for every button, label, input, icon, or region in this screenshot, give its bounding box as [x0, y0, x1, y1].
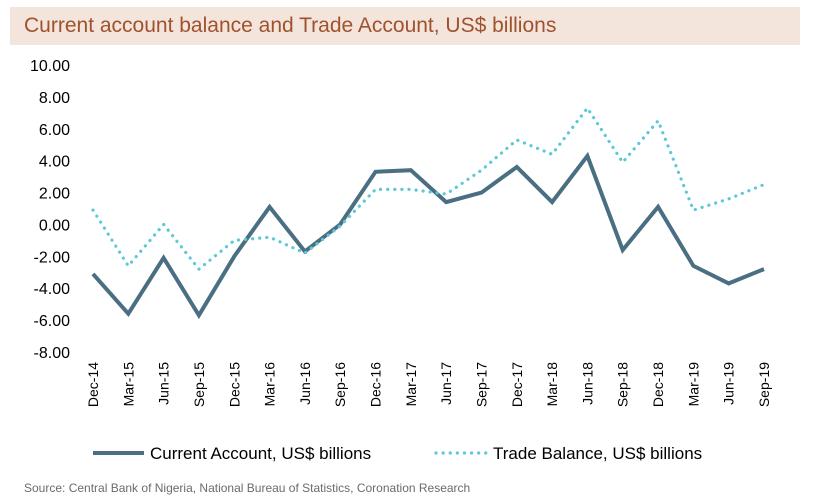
legend-label-trade-balance: Trade Balance, US$ billions — [493, 444, 702, 463]
x-tick-label: Jun-18 — [579, 362, 595, 405]
chart-title: Current account balance and Trade Accoun… — [24, 14, 557, 37]
y-tick-label: 8.00 — [39, 90, 70, 107]
x-tick-label: Dec-17 — [509, 362, 525, 407]
x-tick-label: Jun-16 — [297, 362, 313, 405]
x-tick-label: Mar-17 — [403, 362, 419, 407]
x-tick-label: Sep-18 — [615, 362, 631, 407]
x-tick-label: Sep-16 — [332, 362, 348, 407]
x-tick-label: Mar-15 — [120, 362, 136, 407]
y-tick-label: 10.00 — [30, 58, 70, 75]
y-tick-label: -8.00 — [34, 345, 71, 362]
series-line-current-account — [91, 151, 765, 320]
x-tick-label: Sep-17 — [473, 362, 489, 407]
y-tick-label: 0.00 — [39, 217, 70, 234]
y-tick-label: 6.00 — [39, 122, 70, 139]
y-tick-label: 4.00 — [39, 154, 70, 171]
x-tick-label: Dec-18 — [650, 362, 666, 407]
x-tick-label: Mar-18 — [544, 362, 560, 407]
x-tick-label: Dec-14 — [85, 362, 101, 407]
y-tick-label: -4.00 — [34, 281, 71, 298]
y-tick-label: 2.00 — [39, 186, 70, 203]
x-tick-label: Sep-19 — [756, 362, 772, 407]
x-tick-label: Jun-15 — [156, 362, 172, 405]
x-tick-label: Jun-19 — [721, 362, 737, 405]
legend-label-current-account: Current Account, US$ billions — [150, 444, 371, 463]
x-tick-label: Dec-16 — [368, 362, 384, 407]
source-note: Source: Central Bank of Nigeria, Nationa… — [24, 481, 471, 495]
y-tick-label: -2.00 — [34, 249, 71, 266]
x-tick-label: Dec-15 — [226, 362, 242, 407]
x-tick-label: Mar-16 — [262, 362, 278, 407]
x-tick-label: Mar-19 — [685, 362, 701, 407]
chart-title-bar: Current account balance and Trade Accoun… — [10, 7, 800, 45]
series-line-trade-balance — [91, 105, 766, 272]
x-tick-label: Sep-15 — [191, 362, 207, 407]
x-tick-label: Jun-17 — [438, 362, 454, 405]
y-tick-label: -6.00 — [34, 313, 71, 330]
